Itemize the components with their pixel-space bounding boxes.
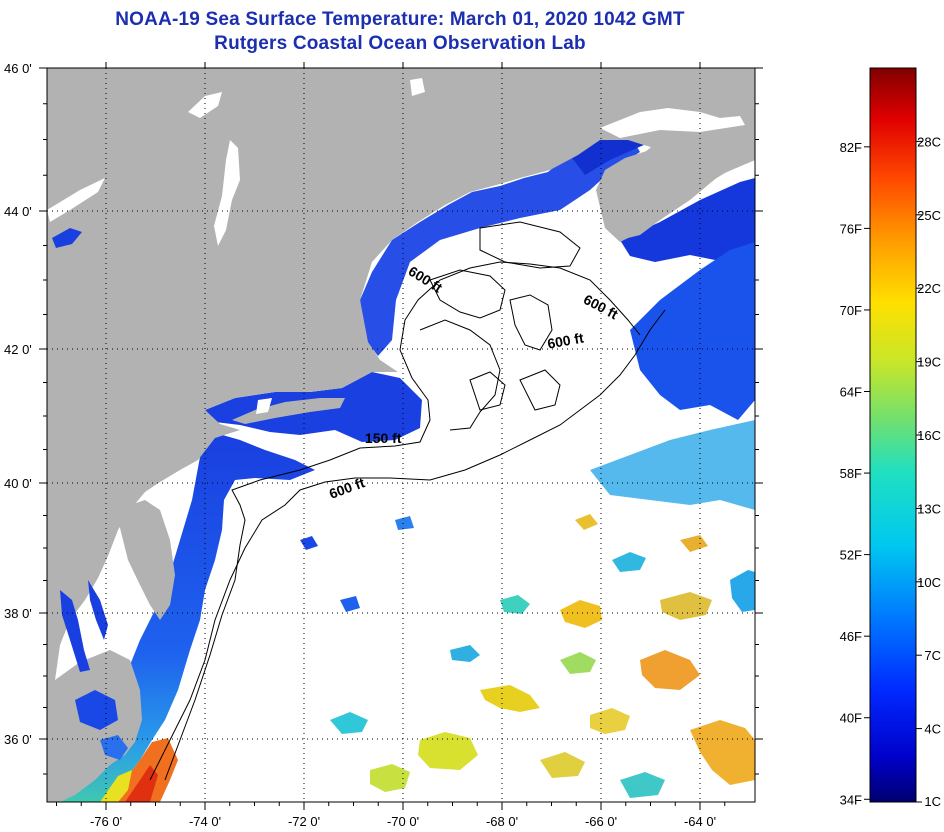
colorbar-c-label: 1C: [924, 794, 941, 809]
map-frame: [46, 67, 756, 803]
colorbar-c-label: 13C: [917, 501, 941, 516]
land-layer: [47, 68, 755, 802]
colorbar-f-label: 40F: [840, 711, 862, 726]
longitude-axis: -76 0' -74 0' -72 0' -70 0' -68 0' -66 0' -64 …: [56, 62, 726, 829]
land-north-america: [47, 68, 755, 802]
y-tick-label: 36 0': [4, 732, 32, 747]
x-tick-label: -66 0': [585, 814, 617, 829]
colorbar-fahrenheit-labels: 34F 40F 46F 52F 58F 64F 70F 76F 82F: [840, 140, 870, 807]
x-tick-label: -74 0': [189, 814, 221, 829]
colorbar-c-label: 28C: [917, 134, 941, 149]
y-tick-label: 46 0': [4, 61, 32, 76]
colorbar-c-label: 19C: [917, 355, 941, 370]
contour-label: 150 ft: [365, 430, 402, 446]
contour-label: 600 ft: [546, 330, 585, 352]
x-tick-label: -70 0': [387, 814, 419, 829]
colorbar-f-label: 52F: [840, 548, 862, 563]
colorbar-f-label: 76F: [840, 221, 862, 236]
colorbar-f-label: 64F: [840, 385, 862, 400]
y-tick-label: 38 0': [4, 606, 32, 621]
colorbar-f-label: 70F: [840, 303, 862, 318]
map-subtitle: Rutgers Coastal Ocean Observation Lab: [214, 33, 586, 54]
x-tick-label: -68 0': [486, 814, 518, 829]
colorbar-f-label: 82F: [840, 140, 862, 155]
x-tick-label: -64 0': [684, 814, 716, 829]
colorbar-c-label: 16C: [917, 428, 941, 443]
colorbar-c-label: 4C: [924, 722, 941, 737]
y-tick-label: 40 0': [4, 476, 32, 491]
colorbar-gradient: [869, 67, 917, 803]
colorbar-f-label: 34F: [840, 792, 862, 807]
map-title: NOAA-19 Sea Surface Temperature: March 0…: [115, 9, 685, 30]
land-delmarva: [118, 500, 175, 620]
colorbar-c-label: 25C: [917, 208, 941, 223]
graticule: [47, 68, 755, 802]
colorbar-f-label: 58F: [840, 466, 862, 481]
bathymetry-contours: [149, 221, 666, 781]
x-tick-label: -72 0': [288, 814, 320, 829]
temperature-colorbar: 34F 40F 46F 52F 58F 64F 70F 76F 82F 1C 4C 7C 10C 13C…: [840, 67, 941, 809]
land-long-island: [232, 398, 345, 424]
x-tick-label: -76 0': [90, 814, 122, 829]
y-tick-label: 42 0': [4, 342, 32, 357]
y-tick-label: 44 0': [4, 204, 32, 219]
colorbar-f-label: 46F: [840, 629, 862, 644]
colorbar-c-label: 22C: [917, 281, 941, 296]
colorbar-celsius-labels: 1C 4C 7C 10C 13C 16C 19C 22C 25C 28C: [916, 134, 941, 809]
colorbar-c-label: 7C: [924, 648, 941, 663]
latitude-axis: 46 0' 44 0' 42 0' 40 0' 38 0' 36 0': [4, 61, 763, 775]
land-nova-scotia: [596, 118, 755, 242]
colorbar-c-label: 10C: [917, 575, 941, 590]
